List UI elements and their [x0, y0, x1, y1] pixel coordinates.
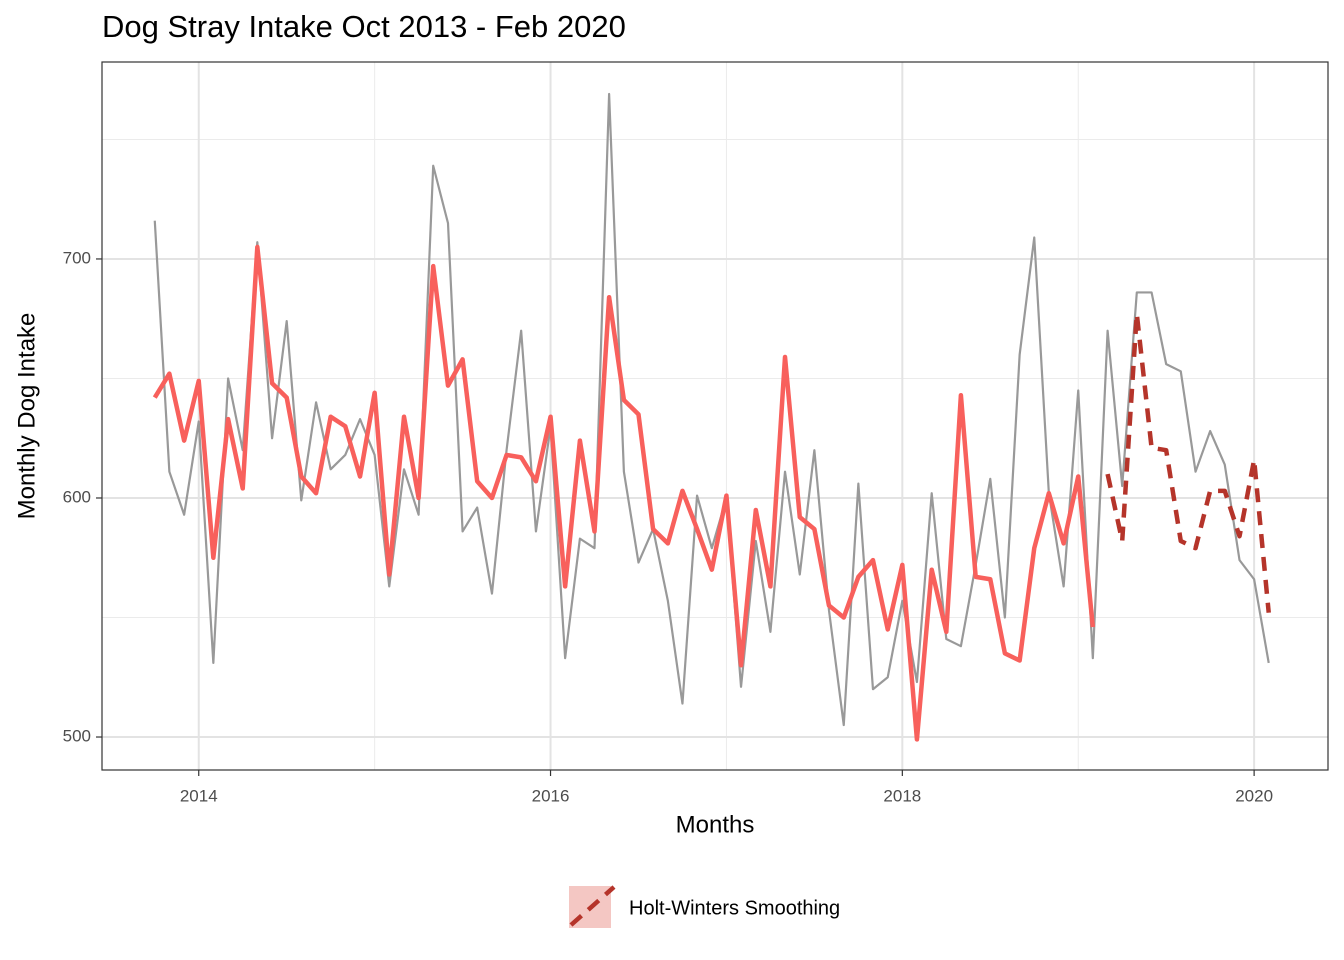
y-axis-label: Monthly Dog Intake — [13, 313, 40, 520]
y-tick-label: 500 — [63, 726, 91, 745]
y-tick-label: 600 — [63, 487, 91, 506]
panel-border — [101, 61, 1329, 771]
x-tick-label: 2016 — [532, 786, 570, 805]
grid — [102, 62, 1328, 770]
legend: Holt-Winters Smoothing — [569, 885, 840, 928]
series-line — [1105, 311, 1271, 613]
x-axis-label: Months — [676, 811, 755, 838]
lines — [152, 92, 1271, 742]
x-tick-label: 2020 — [1235, 786, 1273, 805]
chart-title: Dog Stray Intake Oct 2013 - Feb 2020 — [102, 9, 626, 44]
legend-key — [569, 885, 616, 927]
y-tick-label: 700 — [63, 248, 91, 267]
series-line — [152, 244, 1096, 742]
series-line — [153, 92, 1270, 727]
legend-label: Holt-Winters Smoothing — [629, 897, 840, 919]
x-tick-label: 2018 — [883, 786, 921, 805]
x-tick-label: 2014 — [180, 786, 218, 805]
